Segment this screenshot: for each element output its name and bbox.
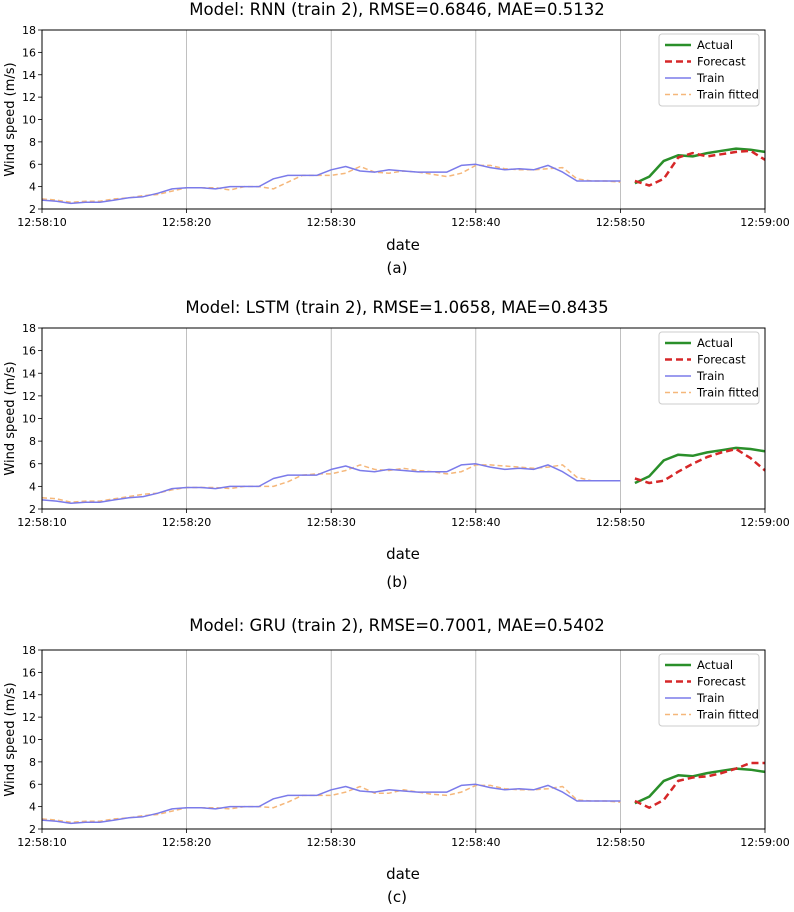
chart-panel-a: Model: RNN (train 2), RMSE=0.6846, MAE=0… (0, 0, 794, 290)
y-axis-label: Wind speed (m/s) (3, 361, 18, 475)
y-tick-label: 4 (29, 801, 36, 814)
y-tick-label: 18 (22, 322, 36, 335)
y-tick-label: 6 (29, 458, 36, 471)
chart-title: Model: RNN (train 2), RMSE=0.6846, MAE=0… (189, 0, 605, 19)
legend-box (658, 33, 760, 107)
x-tick-label: 12:58:10 (17, 216, 66, 229)
x-axis-label: date (386, 236, 420, 254)
legend-label: Train fitted (696, 386, 759, 400)
legend-label: Forecast (697, 353, 746, 367)
y-tick-label: 4 (29, 480, 36, 493)
series-line-forecast (634, 447, 766, 485)
x-tick-label: 12:59:00 (740, 836, 789, 849)
x-tick-label: 12:58:40 (451, 216, 500, 229)
legend-label: Actual (697, 38, 733, 52)
y-tick-label: 18 (22, 644, 36, 657)
x-tick-label: 12:58:40 (451, 836, 500, 849)
plot-frame (41, 327, 766, 510)
legend-label: Forecast (697, 55, 746, 69)
series-line-train (41, 783, 621, 825)
x-tick-label: 12:59:00 (740, 516, 789, 529)
x-tick-label: 12:58:10 (17, 836, 66, 849)
legend-label: Train (696, 71, 725, 85)
legend-label: Train (696, 369, 725, 383)
chart-plot-b: 2 4 6 8 10 12 14 16 18 12:58:10 12:58:20 12:58:30 12… (3, 322, 790, 563)
y-tick-label: 6 (29, 778, 36, 791)
y-tick-label: 16 (22, 666, 36, 679)
series-line-forecast (634, 149, 766, 187)
legend-box (658, 331, 760, 405)
chart-plot-c: 2 4 6 8 10 12 14 16 18 12:58:10 12:58:20 12:58:30 12… (3, 644, 790, 883)
y-tick-label: 12 (22, 711, 36, 724)
x-tick-label: 12:58:30 (306, 836, 355, 849)
y-tick-label: 2 (29, 823, 36, 836)
y-axis-label: Wind speed (m/s) (3, 62, 18, 176)
plot-frame (41, 29, 766, 210)
y-tick-label: 16 (22, 345, 36, 358)
figure-sublabel: (c) (387, 888, 407, 906)
series-line-forecast (634, 761, 765, 809)
x-tick-label: 12:58:50 (596, 216, 645, 229)
chart-panel-b: Model: LSTM (train 2), RMSE=1.0658, MAE=… (0, 298, 794, 598)
x-tick-label: 12:59:00 (740, 216, 789, 229)
series-line-train-fitted (41, 464, 621, 503)
chart-panel-c: Model: GRU (train 2), RMSE=0.7001, MAE=0… (0, 616, 794, 912)
y-tick-label: 4 (29, 181, 36, 194)
y-tick-label: 10 (22, 114, 36, 127)
y-tick-label: 8 (29, 435, 36, 448)
chart-title: Model: LSTM (train 2), RMSE=1.0658, MAE=… (185, 298, 609, 317)
plot-frame (41, 649, 766, 830)
chart-plot-a: 2 4 6 8 10 12 14 16 18 12:58:10 12:58:20 12:58:30 12… (3, 24, 790, 254)
x-tick-label: 12:58:20 (162, 216, 211, 229)
y-tick-label: 18 (22, 24, 36, 37)
series-line-actual (634, 446, 766, 485)
legend-label: Actual (697, 336, 733, 350)
y-tick-label: 10 (22, 734, 36, 747)
y-tick-label: 2 (29, 203, 36, 216)
y-tick-label: 14 (22, 367, 36, 380)
legend-label: Train fitted (696, 88, 759, 102)
y-tick-label: 2 (29, 503, 36, 516)
figure-sublabel: (a) (386, 259, 408, 277)
x-tick-label: 12:58:30 (306, 516, 355, 529)
legend-label: Train (696, 691, 725, 705)
x-tick-label: 12:58:10 (17, 516, 66, 529)
x-tick-label: 12:58:40 (451, 516, 500, 529)
legend-label: Train fitted (696, 708, 759, 722)
x-tick-label: 12:58:20 (162, 836, 211, 849)
y-tick-label: 12 (22, 390, 36, 403)
y-axis-label: Wind speed (m/s) (3, 682, 18, 796)
y-tick-label: 14 (22, 689, 36, 702)
series-line-train (41, 163, 621, 205)
legend-label: Forecast (697, 675, 746, 689)
legend-box (658, 653, 760, 727)
y-tick-label: 14 (22, 69, 36, 82)
y-tick-label: 8 (29, 756, 36, 769)
figure-sublabel: (b) (386, 573, 408, 591)
series-line-actual (634, 767, 766, 805)
legend-label: Actual (697, 658, 733, 672)
x-tick-label: 12:58:30 (306, 216, 355, 229)
y-tick-label: 6 (29, 158, 36, 171)
x-tick-label: 12:58:50 (596, 836, 645, 849)
x-tick-label: 12:58:50 (596, 516, 645, 529)
x-axis-label: date (386, 545, 420, 563)
series-line-train (41, 463, 621, 505)
x-axis-label: date (386, 865, 420, 883)
y-tick-label: 12 (22, 91, 36, 104)
y-tick-label: 10 (22, 413, 36, 426)
x-tick-label: 12:58:20 (162, 516, 211, 529)
y-tick-label: 16 (22, 46, 36, 59)
y-tick-label: 8 (29, 136, 36, 149)
chart-title: Model: GRU (train 2), RMSE=0.7001, MAE=0… (189, 616, 605, 635)
